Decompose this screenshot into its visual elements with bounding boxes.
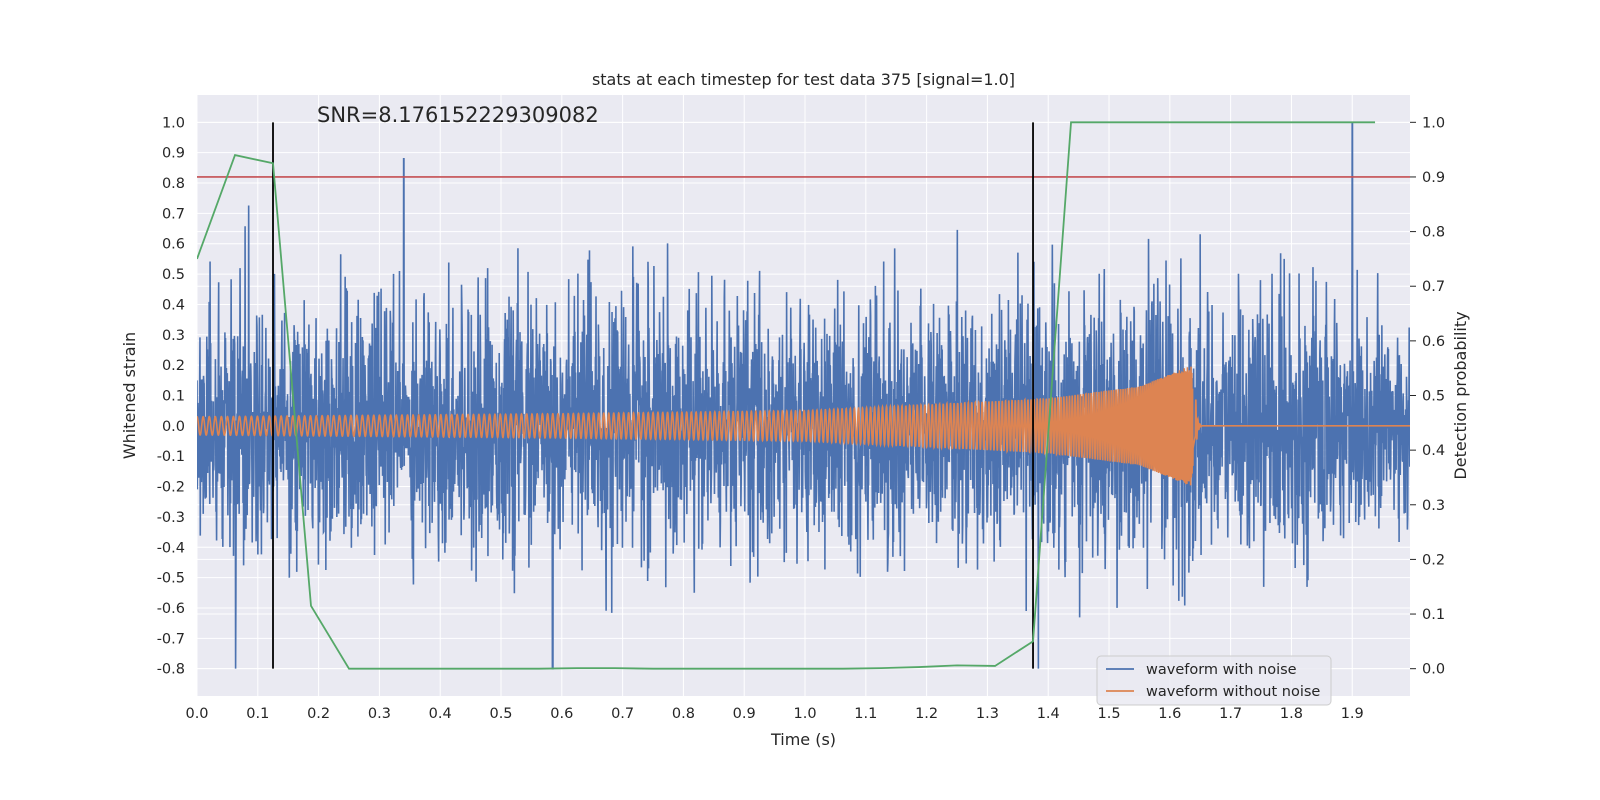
x-tick-label: 1.4 [1037, 706, 1060, 722]
x-tick-label: 1.1 [854, 706, 877, 722]
y-tick-label-right: 0.6 [1422, 334, 1445, 350]
legend-entry-noise: waveform with noise [1146, 662, 1297, 678]
x-tick-label: 1.2 [915, 706, 938, 722]
y-tick-label-right: 0.4 [1422, 443, 1445, 459]
x-tick-label: 0.8 [672, 706, 695, 722]
y-tick-label-left: -0.6 [157, 601, 185, 617]
y-tick-label-right: 0.8 [1422, 225, 1445, 241]
y-tick-label-right: 0.5 [1422, 389, 1445, 405]
x-axis-label: Time (s) [770, 730, 836, 749]
y-tick-label-right: 0.1 [1422, 607, 1445, 623]
y-tick-label-left: -0.8 [157, 662, 185, 678]
x-tick-label: 1.7 [1219, 706, 1242, 722]
y-tick-label-left: -0.4 [157, 540, 185, 556]
y-tick-label-left: 0.8 [162, 176, 185, 192]
legend-box [1096, 655, 1332, 706]
y-axis-right-label: Detection probability [1451, 311, 1470, 479]
x-tick-label: 0.7 [611, 706, 634, 722]
y-axis-left: -0.8 -0.7 -0.6 -0.5 -0.4 -0.3 -0.2 -0.1 0.0 0.1 0.… [157, 115, 185, 677]
y-tick-label-left: 0.9 [162, 146, 185, 162]
y-tick-label-left: -0.5 [157, 571, 185, 587]
y-tick-label-left: -0.7 [157, 631, 185, 647]
y-tick-label-left: -0.2 [157, 480, 185, 496]
y-tick-label-right: 0.7 [1422, 279, 1445, 295]
legend: waveform with noise waveform without noi… [1096, 655, 1332, 706]
x-axis: 0.0 0.1 0.2 0.3 0.4 0.5 0.6 0.7 0.8 0.9 1.0 1.1 1.2 1… [185, 706, 1363, 722]
series-waveform-with-noise [197, 121, 1410, 670]
x-tick-label: 0.6 [550, 706, 573, 722]
chart-title: stats at each timestep for test data 375… [592, 70, 1015, 89]
y-tick-label-right: 0.3 [1422, 498, 1445, 514]
x-tick-label: 1.9 [1341, 706, 1364, 722]
y-tick-label-right: 0.0 [1422, 662, 1445, 678]
series-layer [197, 121, 1410, 670]
y-tick-label-left: 0.7 [162, 206, 185, 222]
y-tick-label-left: 0.0 [162, 419, 185, 435]
x-tick-label: 0.5 [489, 706, 512, 722]
series-detection-probability [197, 121, 1376, 670]
y-tick-label-right: 0.9 [1422, 170, 1445, 186]
snr-annotation: SNR=8.176152229309082 [317, 103, 599, 127]
x-tick-label: 1.6 [1158, 706, 1181, 722]
x-tick-label: 1.8 [1280, 706, 1303, 722]
y-tick-label-left: -0.1 [157, 449, 185, 465]
y-tick-label-right: 1.0 [1422, 115, 1445, 131]
y-tick-label-right: 0.2 [1422, 552, 1445, 568]
y-tick-label-left: 0.6 [162, 237, 185, 253]
series-waveform-without-noise [197, 366, 1410, 486]
y-tick-label-left: -0.3 [157, 510, 185, 526]
y-axis-right: 0.0 0.1 0.2 0.3 0.4 0.5 0.6 0.7 0.8 0.9 1.0 [1410, 115, 1445, 678]
x-tick-label: 0.3 [368, 706, 391, 722]
y-tick-label-left: 0.2 [162, 358, 185, 374]
y-tick-label-left: 0.5 [162, 267, 185, 283]
x-tick-label: 1.3 [976, 706, 999, 722]
x-tick-label: 1.0 [793, 706, 816, 722]
x-tick-label: 0.1 [246, 706, 269, 722]
x-tick-label: 1.5 [1097, 706, 1120, 722]
y-axis-left-label: Whitened strain [120, 332, 139, 459]
x-tick-label: 0.2 [307, 706, 330, 722]
y-tick-label-left: 0.4 [162, 297, 185, 313]
x-tick-label: 0.9 [733, 706, 756, 722]
y-tick-label-left: 0.3 [162, 328, 185, 344]
x-tick-label: 0.0 [185, 706, 208, 722]
legend-entry-clean: waveform without noise [1146, 684, 1320, 700]
overlay-layer [197, 121, 1410, 670]
plot-area [196, 95, 1410, 696]
y-tick-label-left: 1.0 [162, 115, 185, 131]
x-tick-label: 0.4 [429, 706, 452, 722]
y-tick-label-left: 0.1 [162, 389, 185, 405]
